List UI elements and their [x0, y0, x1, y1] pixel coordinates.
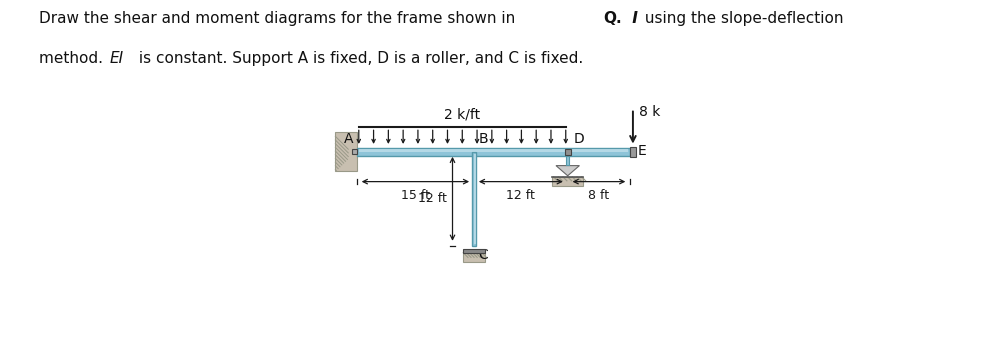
Bar [356, 148, 630, 156]
Polygon shape [556, 166, 579, 176]
Text: Draw the shear and moment diagrams for the frame shown in: Draw the shear and moment diagrams for t… [39, 11, 520, 26]
Text: E: E [637, 144, 646, 158]
Bar [464, 253, 485, 262]
Bar [352, 149, 356, 154]
Bar [474, 154, 475, 244]
Text: A: A [345, 132, 354, 146]
Text: 12 ft: 12 ft [417, 192, 447, 205]
Bar [552, 177, 583, 186]
Text: 8 ft: 8 ft [588, 189, 610, 202]
Text: 2 k/ft: 2 k/ft [444, 108, 480, 121]
Bar [472, 152, 476, 246]
Text: using the slope-deflection: using the slope-deflection [640, 11, 844, 26]
Text: D: D [573, 132, 584, 146]
Bar [464, 249, 485, 253]
Text: 15 ft: 15 ft [401, 189, 430, 202]
Text: I: I [627, 11, 637, 26]
Text: C: C [478, 248, 488, 262]
Text: method.: method. [39, 51, 108, 66]
Text: EI: EI [110, 51, 124, 66]
Text: 12 ft: 12 ft [507, 189, 535, 202]
Bar [567, 156, 570, 165]
Text: 8 k: 8 k [638, 105, 660, 120]
Text: B: B [478, 132, 488, 146]
Text: Q.: Q. [603, 11, 622, 26]
Text: is constant. Support A is fixed, D is a roller, and C is fixed.: is constant. Support A is fixed, D is a … [134, 51, 582, 66]
Bar [336, 132, 356, 171]
Bar [358, 148, 628, 152]
Bar [630, 147, 635, 157]
Bar [565, 149, 571, 155]
